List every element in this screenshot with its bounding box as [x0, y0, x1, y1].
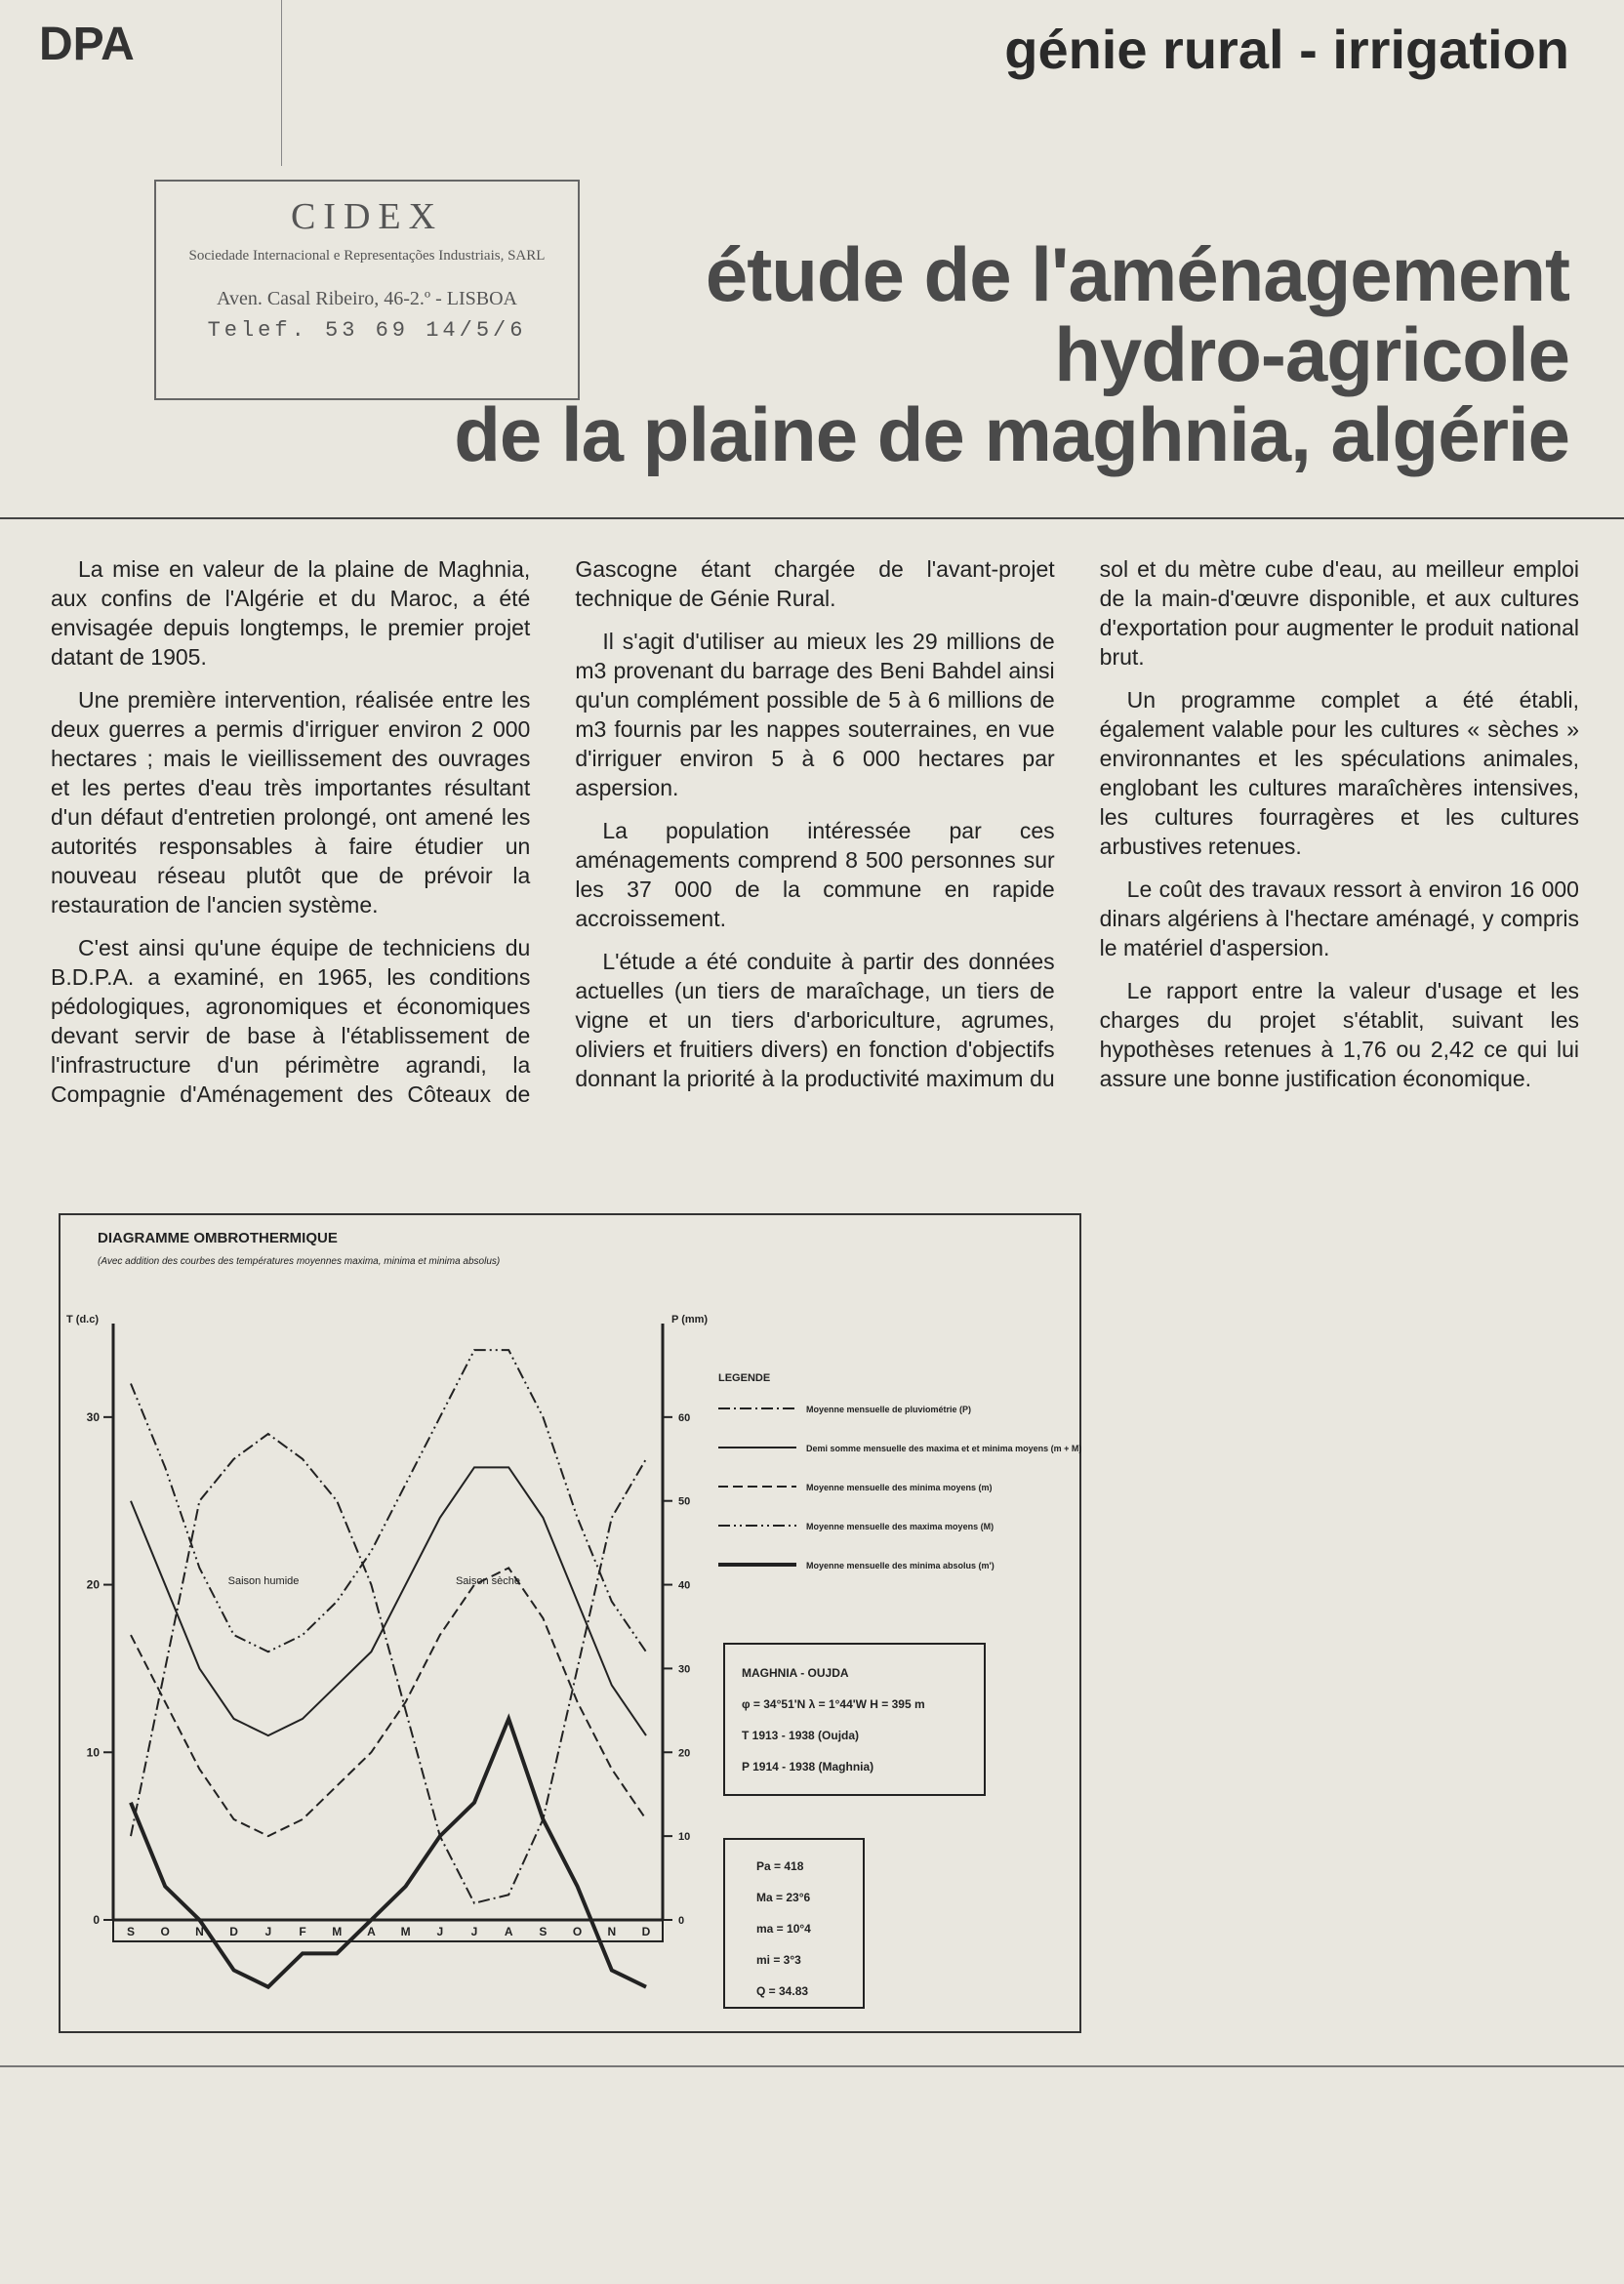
- month-label: A: [367, 1925, 376, 1938]
- station-info: φ = 34°51'N λ = 1°44'W H = 395 m: [742, 1697, 925, 1711]
- month-label: D: [229, 1925, 238, 1938]
- month-label: O: [573, 1925, 582, 1938]
- paragraph: Le coût des travaux ressort à environ 16…: [1099, 877, 1579, 960]
- curve: [130, 1466, 647, 1737]
- stat: Q = 34.83: [756, 1984, 808, 1998]
- month-label: O: [161, 1925, 170, 1938]
- stat: Pa = 418: [756, 1859, 804, 1873]
- month-label: M: [401, 1925, 411, 1938]
- title-line: étude de l'aménagement: [705, 231, 1570, 317]
- month-label: J: [436, 1925, 443, 1938]
- month-band: [112, 1918, 664, 1942]
- title-line: de la plaine de maghnia, algérie: [454, 391, 1570, 477]
- section-title: génie rural - irrigation: [1004, 19, 1569, 80]
- legend-label: Moyenne mensuelle des minima absolus (m'…: [806, 1561, 995, 1570]
- paragraph: La population intéressée par ces aménage…: [575, 818, 1055, 931]
- stamp-name: CIDEX: [290, 196, 444, 237]
- annotation: Saison sèche: [456, 1575, 520, 1587]
- stamp-company: Sociedade Internacional e Representações…: [188, 248, 546, 264]
- title-line: hydro-agricole: [1054, 311, 1570, 397]
- stat: Ma = 23°6: [756, 1891, 810, 1904]
- y2-tick-label: 50: [678, 1496, 690, 1508]
- y-tick-label: 30: [87, 1410, 101, 1424]
- legend-label: Moyenne mensuelle de pluviométrie (P): [806, 1405, 971, 1414]
- axis-label: T (d.c): [66, 1314, 99, 1326]
- month-label: S: [127, 1925, 135, 1938]
- frame: [59, 1213, 1081, 2033]
- month-label: J: [471, 1925, 478, 1938]
- annotation: Saison humide: [228, 1575, 300, 1587]
- curve: [129, 1713, 647, 1990]
- y2-tick-label: 0: [678, 1915, 684, 1927]
- y2-tick-label: 30: [678, 1663, 690, 1675]
- month-label: A: [505, 1925, 513, 1938]
- stamp-address: Aven. Casal Ribeiro, 46-2.º - LISBOA: [216, 288, 517, 309]
- month-label: D: [642, 1925, 651, 1938]
- y-tick-label: 0: [93, 1913, 100, 1927]
- rule: [0, 2065, 1624, 2067]
- diagram-subtitle: (Avec addition des courbes des températu…: [98, 1256, 500, 1267]
- curve: [130, 1432, 647, 1904]
- diagram-title: DIAGRAMME OMBROTHERMIQUE: [98, 1230, 338, 1246]
- axis-label: P (mm): [671, 1314, 708, 1326]
- month-label: F: [299, 1925, 305, 1938]
- month-label: S: [539, 1925, 547, 1938]
- legend-title: LEGENDE: [718, 1372, 770, 1384]
- paragraph: Il s'agit d'utiliser au mieux les 29 mil…: [575, 629, 1055, 800]
- legend-label: Moyenne mensuelle des maxima moyens (M): [806, 1522, 994, 1531]
- station-info: P 1914 - 1938 (Maghnia): [742, 1760, 873, 1774]
- paragraph: C'est ainsi qu'une équipe de techniciens…: [51, 556, 1055, 1107]
- station-info: MAGHNIA - OUJDA: [742, 1666, 849, 1680]
- y-tick-label: 10: [87, 1745, 101, 1759]
- month-label: N: [195, 1925, 204, 1938]
- paragraph: La mise en valeur de la plaine de Maghni…: [51, 556, 531, 670]
- paragraph: Le rapport entre la valeur d'usage et le…: [1099, 978, 1579, 1091]
- stats-box: [723, 1838, 865, 2009]
- y2-tick-label: 10: [678, 1831, 690, 1843]
- stamp-phone: Telef. 53 69 14/5/6: [207, 318, 527, 343]
- legend-label: Moyenne mensuelle des minima moyens (m): [806, 1483, 993, 1492]
- y2-tick-label: 40: [678, 1580, 690, 1592]
- station-box: [723, 1643, 986, 1796]
- month-label: M: [332, 1925, 342, 1938]
- stat: mi = 3°3: [756, 1953, 801, 1967]
- diagram: DIAGRAMME OMBROTHERMIQUE (Avec addition d…: [59, 1213, 1081, 2033]
- y2-tick-label: 20: [678, 1747, 690, 1759]
- curve: [130, 1567, 647, 1838]
- paragraph: Une première intervention, réalisée entr…: [51, 687, 531, 918]
- month-label: J: [264, 1925, 271, 1938]
- y-tick-label: 20: [87, 1578, 101, 1592]
- rule: [281, 0, 282, 166]
- article: La mise en valeur de la plaine de Maghni…: [51, 554, 1579, 1199]
- stamp: CIDEX Sociedade Internacional e Represen…: [154, 180, 580, 400]
- y2-tick-label: 60: [678, 1412, 690, 1424]
- paragraph: L'étude a été conduite à partir des donn…: [575, 556, 1579, 1091]
- station-info: T 1913 - 1938 (Oujda): [742, 1729, 859, 1742]
- logo: DPA: [39, 19, 135, 70]
- curve: [130, 1349, 647, 1653]
- month-label: N: [607, 1925, 616, 1938]
- legend-label: Demi somme mensuelle des maxima et et mi…: [806, 1444, 1081, 1453]
- paragraph: Un programme complet a été établi, égale…: [1099, 687, 1579, 859]
- stat: ma = 10°4: [756, 1922, 811, 1936]
- rule: [0, 517, 1624, 519]
